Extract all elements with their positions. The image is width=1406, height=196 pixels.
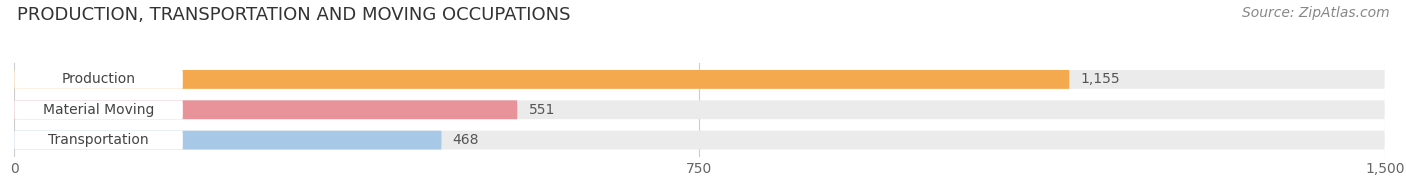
FancyBboxPatch shape bbox=[14, 70, 1070, 89]
FancyBboxPatch shape bbox=[14, 100, 517, 119]
Text: 1,155: 1,155 bbox=[1081, 72, 1121, 86]
Text: Material Moving: Material Moving bbox=[44, 103, 155, 117]
Text: 551: 551 bbox=[529, 103, 555, 117]
FancyBboxPatch shape bbox=[14, 131, 1385, 150]
FancyBboxPatch shape bbox=[14, 131, 183, 150]
Text: 468: 468 bbox=[453, 133, 479, 147]
FancyBboxPatch shape bbox=[14, 70, 1385, 89]
Text: Source: ZipAtlas.com: Source: ZipAtlas.com bbox=[1241, 6, 1389, 20]
FancyBboxPatch shape bbox=[14, 131, 441, 150]
Text: Transportation: Transportation bbox=[48, 133, 149, 147]
FancyBboxPatch shape bbox=[14, 70, 183, 89]
FancyBboxPatch shape bbox=[14, 100, 1385, 119]
FancyBboxPatch shape bbox=[14, 100, 183, 119]
Text: Production: Production bbox=[62, 72, 135, 86]
Text: PRODUCTION, TRANSPORTATION AND MOVING OCCUPATIONS: PRODUCTION, TRANSPORTATION AND MOVING OC… bbox=[17, 6, 571, 24]
